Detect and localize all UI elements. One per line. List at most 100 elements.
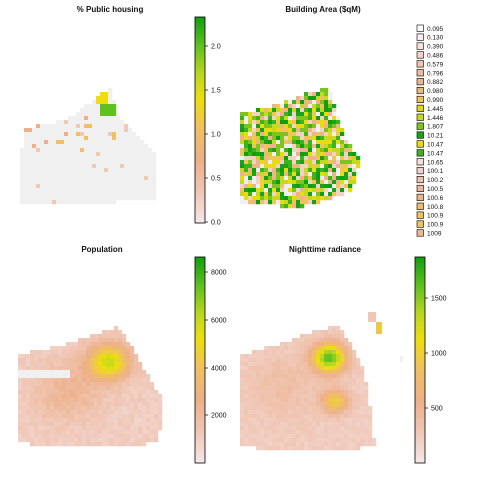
- raster-cell: [64, 180, 69, 185]
- raster-cell: [268, 406, 273, 411]
- raster-cell: [70, 434, 75, 439]
- raster-cell: [292, 144, 297, 149]
- raster-cell: [304, 140, 309, 145]
- raster-cell: [62, 346, 67, 351]
- raster-cell: [22, 354, 27, 359]
- raster-cell: [122, 334, 127, 339]
- raster-cell: [18, 362, 23, 367]
- raster-cell: [312, 120, 317, 125]
- raster-cell: [24, 132, 29, 137]
- raster-cell: [42, 382, 47, 387]
- raster-cell: [332, 132, 337, 137]
- raster-cell: [272, 184, 277, 189]
- raster-cell: [248, 120, 253, 125]
- raster-cell: [324, 132, 329, 137]
- raster-cell: [240, 160, 245, 165]
- raster-cell: [292, 430, 297, 435]
- raster-cell: [296, 100, 301, 105]
- raster-cell: [320, 188, 325, 193]
- raster-cell: [104, 156, 109, 161]
- raster-cell: [126, 410, 131, 415]
- raster-cell: [52, 156, 57, 161]
- raster-cell: [268, 168, 273, 173]
- raster-cell: [68, 132, 73, 137]
- raster-cell: [276, 188, 281, 193]
- raster-cell: [40, 172, 45, 177]
- raster-cell: [132, 144, 137, 149]
- raster-cell: [244, 116, 249, 121]
- raster-cell: [292, 128, 297, 133]
- raster-cell: [146, 414, 151, 419]
- raster-cell: [34, 406, 39, 411]
- raster-cell: [146, 422, 151, 427]
- raster-cell: [324, 108, 329, 113]
- raster-cell: [42, 410, 47, 415]
- raster-cell: [308, 100, 313, 105]
- raster-cell: [106, 370, 111, 375]
- raster-cell: [252, 152, 257, 157]
- raster-cell: [36, 184, 41, 189]
- raster-cell: [328, 426, 333, 431]
- raster-cell: [66, 374, 71, 379]
- raster-cell: [92, 140, 97, 145]
- raster-cell: [140, 172, 145, 177]
- raster-cell: [146, 390, 151, 395]
- raster-cell: [320, 148, 325, 153]
- raster-cell: [316, 148, 321, 153]
- raster-cell: [332, 104, 337, 109]
- raster-cell: [96, 148, 101, 153]
- raster-cell: [30, 370, 35, 375]
- raster-cell: [260, 108, 265, 113]
- raster-cell: [352, 350, 357, 355]
- raster-cell: [126, 426, 131, 431]
- raster-cell: [356, 382, 361, 387]
- raster-cell: [32, 168, 37, 173]
- raster-cell: [74, 426, 79, 431]
- raster-cell: [272, 406, 277, 411]
- raster-cell: [332, 418, 337, 423]
- raster-cell: [158, 410, 163, 415]
- raster-cell: [328, 394, 333, 399]
- raster-cell: [80, 192, 85, 197]
- raster-cell: [316, 394, 321, 399]
- raster-cell: [272, 366, 277, 371]
- raster-cell: [44, 132, 49, 137]
- raster-cell: [296, 124, 301, 129]
- raster-cell: [90, 358, 95, 363]
- raster-cell: [90, 414, 95, 419]
- raster-cell: [64, 200, 69, 205]
- raster-cell: [316, 116, 321, 121]
- raster-cell: [264, 188, 269, 193]
- raster-cell: [66, 418, 71, 423]
- raster-cell: [48, 128, 53, 133]
- raster-cell: [280, 168, 285, 173]
- raster-cell: [18, 418, 23, 423]
- raster-cell: [44, 200, 49, 205]
- raster-cell: [92, 136, 97, 141]
- raster-cell: [316, 358, 321, 363]
- raster-cell: [268, 370, 273, 375]
- raster-cell: [100, 184, 105, 189]
- raster-cell: [280, 192, 285, 197]
- raster-cell: [344, 144, 349, 149]
- raster-cell: [248, 378, 253, 383]
- raster-cell: [130, 382, 135, 387]
- raster-cell: [94, 358, 99, 363]
- raster-cell: [336, 192, 341, 197]
- raster-cell: [84, 120, 89, 125]
- raster-cell: [126, 382, 131, 387]
- raster-cell: [112, 172, 117, 177]
- raster-cell: [288, 358, 293, 363]
- raster-cell: [316, 398, 321, 403]
- raster-cell: [122, 406, 127, 411]
- raster-cell: [324, 112, 329, 117]
- raster-cell: [110, 366, 115, 371]
- raster-cell: [40, 200, 45, 205]
- raster-cell: [284, 144, 289, 149]
- raster-cell: [24, 172, 29, 177]
- raster-cell: [86, 386, 91, 391]
- raster-cell: [34, 414, 39, 419]
- raster-cell: [98, 434, 103, 439]
- raster-cell: [240, 168, 245, 173]
- raster-cell: [264, 128, 269, 133]
